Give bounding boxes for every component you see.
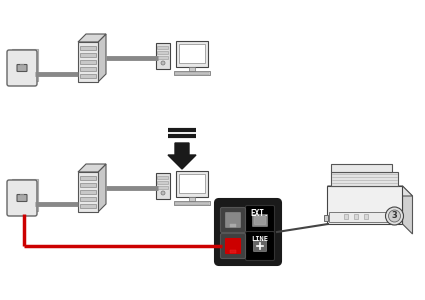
Bar [332, 172, 399, 186]
Bar [189, 197, 195, 201]
Polygon shape [98, 164, 106, 212]
Text: 3: 3 [391, 212, 397, 220]
FancyBboxPatch shape [246, 232, 275, 260]
Polygon shape [98, 34, 106, 82]
Bar [332, 164, 393, 172]
FancyBboxPatch shape [215, 199, 281, 265]
Circle shape [161, 191, 165, 195]
Bar [80, 183, 96, 187]
Polygon shape [402, 186, 413, 234]
Bar [354, 214, 358, 219]
FancyBboxPatch shape [255, 217, 266, 224]
Bar [364, 214, 368, 219]
Bar [176, 171, 208, 197]
Bar [80, 190, 96, 194]
Bar [80, 74, 96, 78]
FancyBboxPatch shape [7, 180, 37, 216]
FancyBboxPatch shape [246, 206, 275, 235]
Polygon shape [78, 34, 106, 42]
Bar [174, 201, 210, 205]
Text: LINE: LINE [252, 236, 269, 242]
Bar [175, 202, 209, 203]
FancyBboxPatch shape [253, 241, 266, 251]
Bar [230, 250, 236, 253]
Bar [325, 214, 329, 220]
Bar [189, 67, 195, 71]
Bar [158, 56, 168, 58]
FancyBboxPatch shape [226, 212, 241, 227]
FancyBboxPatch shape [221, 233, 246, 259]
Bar [158, 51, 168, 53]
Bar [179, 44, 205, 63]
Bar [80, 67, 96, 71]
Bar [174, 71, 210, 75]
Bar [80, 60, 96, 64]
Bar [329, 212, 400, 222]
Bar [156, 43, 170, 69]
Bar [78, 42, 98, 82]
Polygon shape [328, 186, 413, 196]
Bar [80, 53, 96, 57]
Bar [230, 224, 236, 227]
Bar [175, 72, 209, 73]
Bar [158, 186, 168, 188]
FancyBboxPatch shape [252, 214, 267, 226]
Bar [328, 186, 402, 224]
Bar [158, 181, 168, 184]
Bar [80, 46, 96, 50]
Polygon shape [78, 164, 106, 172]
Circle shape [388, 210, 400, 222]
Circle shape [161, 61, 165, 65]
Bar [176, 41, 208, 67]
Bar [158, 46, 168, 49]
FancyArrow shape [168, 143, 196, 169]
Bar [78, 172, 98, 212]
Circle shape [385, 207, 403, 225]
Bar [80, 204, 96, 208]
FancyBboxPatch shape [7, 50, 37, 86]
FancyBboxPatch shape [221, 208, 246, 233]
Bar [344, 214, 348, 219]
FancyBboxPatch shape [17, 64, 27, 71]
Bar [80, 176, 96, 180]
Bar [156, 173, 170, 199]
FancyBboxPatch shape [226, 238, 241, 253]
Polygon shape [12, 179, 38, 211]
Text: EXT.: EXT. [251, 208, 269, 217]
Polygon shape [12, 49, 38, 81]
FancyBboxPatch shape [17, 194, 27, 202]
Bar [80, 197, 96, 201]
Bar [158, 176, 168, 178]
Bar [179, 174, 205, 193]
Bar [175, 203, 209, 205]
